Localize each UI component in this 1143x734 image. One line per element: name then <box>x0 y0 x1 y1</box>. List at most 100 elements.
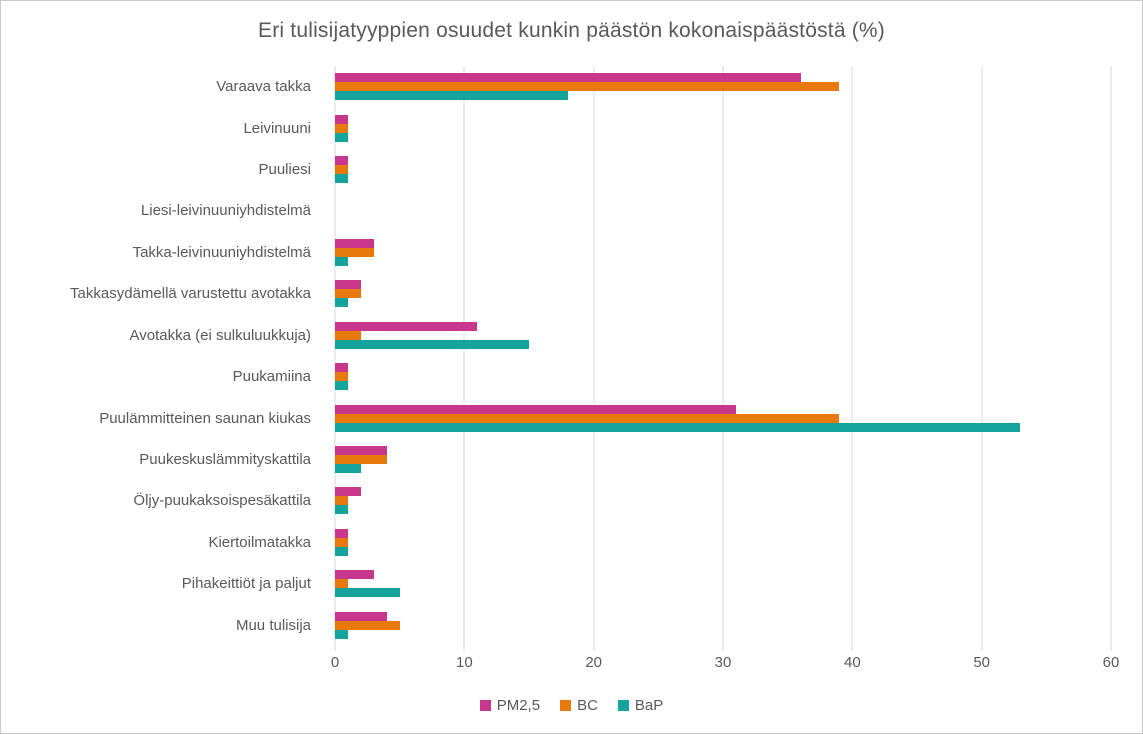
bar-bc-puuliesi <box>335 165 348 175</box>
category-label-varaava-takka: Varaava takka <box>216 78 311 96</box>
x-tick-label-20: 20 <box>585 654 602 671</box>
bar-bc-puukamiina <box>335 372 348 382</box>
bar-bap-takka-leivinuuniyhdistelm <box>335 256 348 266</box>
tick-mark-0 <box>334 646 336 651</box>
category-label-puukeskusl-mmityskattila: Puukeskuslämmityskattila <box>139 451 311 468</box>
bar-bc-takka-leivinuuniyhdistelm <box>335 247 374 257</box>
chart-title: Eri tulisijatyyppien osuudet kunkin pääs… <box>257 19 885 42</box>
gridline-10 <box>463 66 465 646</box>
bar-bap-leivinuuni <box>335 132 348 142</box>
bar-pm2-5-puukeskusl-mmityskattila <box>335 446 387 455</box>
bar-row-leivinuuni <box>335 107 1111 148</box>
bar-pm2-5-varaava-takka <box>335 73 801 83</box>
bar-rows <box>335 66 1111 646</box>
bar-bc-muu-tulisija <box>335 620 400 630</box>
tick-mark-60 <box>1110 646 1112 651</box>
category-label-avotakka-ei-sulkuluukkuja: Avotakka (ei sulkuluukkuja) <box>129 326 311 344</box>
x-tick-label-10: 10 <box>455 654 473 671</box>
bar-bc-takkasyd-mell-varustettu-avotakka <box>335 289 361 299</box>
gridline-50 <box>981 66 983 646</box>
bar-bc-pihakeitti-t-ja-paljut <box>335 579 348 589</box>
bar-row-kiertoilmatakka <box>335 522 1111 563</box>
bar-pm2-5-muu-tulisija <box>335 611 387 621</box>
gridline-40 <box>851 66 853 646</box>
bar-pm2-5-puul-mmitteinen-saunan-kiukas <box>335 404 736 414</box>
x-tick-label-30: 30 <box>714 654 732 671</box>
bar-pm2-5-ljy-puukaksoispes-kattila <box>335 487 361 497</box>
gridline-30 <box>722 66 724 646</box>
x-axis: 0 10 20 30 40 50 60 <box>331 654 1120 674</box>
legend-label-bap: BaP <box>634 697 664 714</box>
category-label-puuliesi: Puuliesi <box>258 161 311 179</box>
bar-pm2-5-puuliesi <box>335 156 348 166</box>
bar-row-puukamiina <box>335 356 1111 397</box>
bar-row-ljy-puukaksoispes-kattila <box>335 480 1111 521</box>
legend-label-pm2-5: PM2,5 <box>496 697 541 714</box>
gridline-0 <box>334 66 336 646</box>
bar-bc-kiertoilmatakka <box>335 537 348 547</box>
bar-pm2-5-kiertoilmatakka <box>335 528 348 538</box>
x-tick-label-50: 50 <box>973 654 990 671</box>
gridline-20 <box>593 66 595 646</box>
bar-bap-puukamiina <box>335 381 348 391</box>
bar-row-puuliesi <box>335 149 1111 190</box>
bar-bap-kiertoilmatakka <box>335 546 348 556</box>
bar-row-liesi-leivinuuniyhdistelm <box>335 190 1111 231</box>
bar-row-muu-tulisija <box>335 604 1111 645</box>
category-axis: Varaava takka Leivinuuni Puuliesi Liesi-lei… <box>1 66 323 646</box>
category-label-ljy-puukaksoispes-kattila: Öljy-puukaksoispesäkattila <box>133 492 311 510</box>
category-label-kiertoilmatakka: Kiertoilmatakka <box>208 533 311 551</box>
x-tick-label-40: 40 <box>843 654 861 671</box>
category-label-leivinuuni: Leivinuuni <box>243 119 311 137</box>
category-label-takka-leivinuuniyhdistelm: Takka-leivinuuniyhdistelmä <box>132 243 311 261</box>
category-label-muu-tulisija: Muu tulisija <box>235 616 311 634</box>
bar-row-puul-mmitteinen-saunan-kiukas <box>335 397 1111 438</box>
bar-bap-varaava-takka <box>335 91 568 101</box>
category-label-puukamiina: Puukamiina <box>232 368 311 386</box>
tick-mark-30 <box>722 646 724 651</box>
bar-row-pihakeitti-t-ja-paljut <box>335 563 1111 604</box>
bar-bap-muu-tulisija <box>335 629 348 639</box>
bar-pm2-5-avotakka-ei-sulkuluukkuja <box>335 321 478 331</box>
category-label-liesi-leivinuuniyhdistelm: Liesi-leivinuuniyhdistelmä <box>140 202 311 220</box>
gridline-60 <box>1110 66 1112 646</box>
legend-swatch-bap <box>617 700 629 711</box>
bar-bc-leivinuuni <box>335 123 348 133</box>
bar-row-varaava-takka <box>335 66 1111 107</box>
bar-bc-puukeskusl-mmityskattila <box>335 455 387 464</box>
x-axis-tick-marks <box>334 646 1112 651</box>
bar-pm2-5-takka-leivinuuniyhdistelm <box>335 238 374 248</box>
bar-bc-varaava-takka <box>335 82 840 92</box>
gridlines <box>334 66 1112 646</box>
bar-bap-puuliesi <box>335 174 348 184</box>
legend-item-bc: BC <box>560 697 598 714</box>
category-label-takkasyd-mell-varustettu-avotakka: Takkasydämellä varustettu avotakka <box>70 285 311 303</box>
tick-mark-20 <box>593 646 595 651</box>
tick-mark-40 <box>851 646 853 651</box>
bar-pm2-5-puukamiina <box>335 363 348 373</box>
legend-swatch-pm2-5 <box>479 700 491 711</box>
bar-row-takkasyd-mell-varustettu-avotakka <box>335 273 1111 314</box>
bar-pm2-5-takkasyd-mell-varustettu-avotakka <box>335 280 361 290</box>
tick-mark-50 <box>981 646 983 651</box>
x-tick-label-0: 0 <box>330 654 340 671</box>
bar-bap-avotakka-ei-sulkuluukkuja <box>335 339 529 349</box>
bar-pm2-5-leivinuuni <box>335 114 348 124</box>
bar-bap-puukeskusl-mmityskattila <box>335 464 361 473</box>
bar-bap-pihakeitti-t-ja-paljut <box>335 588 400 598</box>
category-label-puul-mmitteinen-saunan-kiukas: Puulämmitteinen saunan kiukas <box>99 409 311 427</box>
bar-pm2-5-pihakeitti-t-ja-paljut <box>335 570 374 580</box>
bar-bc-ljy-puukaksoispes-kattila <box>335 496 348 506</box>
legend: PM2,5 BC BaP <box>1 697 1142 714</box>
legend-item-bap: BaP <box>617 697 664 714</box>
legend-swatch-bc <box>560 700 572 711</box>
bar-bc-puul-mmitteinen-saunan-kiukas <box>335 413 840 423</box>
bar-row-avotakka-ei-sulkuluukkuja <box>335 315 1111 356</box>
x-tick-label-60: 60 <box>1102 654 1120 671</box>
tick-mark-10 <box>463 646 465 651</box>
bar-row-puukeskusl-mmityskattila <box>335 439 1111 480</box>
bar-bap-puul-mmitteinen-saunan-kiukas <box>335 422 1021 432</box>
legend-item-pm2-5: PM2,5 <box>479 697 541 714</box>
bar-row-takka-leivinuuniyhdistelm <box>335 232 1111 273</box>
